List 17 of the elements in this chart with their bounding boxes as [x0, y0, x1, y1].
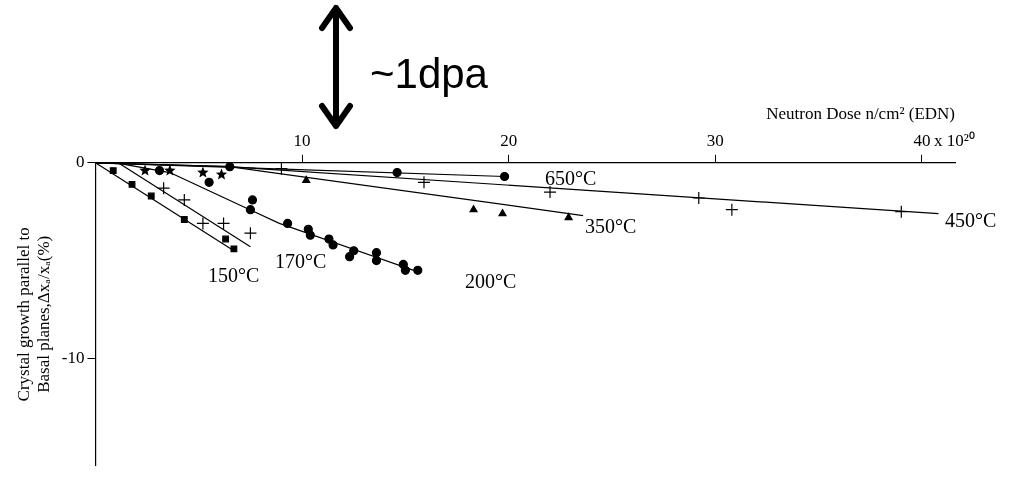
text: Crystal growth parallel to [13, 227, 33, 402]
annotation: 170°C [275, 250, 327, 273]
y-tick-label: -10 [61, 347, 85, 367]
annotation: 650°C [545, 167, 597, 190]
x-tick-label: 10 [293, 131, 311, 151]
text: ~1dpa [370, 50, 488, 98]
x-tick-label: 20 [500, 131, 518, 151]
annotation: 450°C [945, 209, 997, 232]
x-axis-title: Neutron Dose n/cm² (EDN) [766, 103, 955, 123]
y-tick-label: 0 [75, 152, 85, 172]
text: Basal planes,Δxₐ/xₐ(%) [34, 235, 54, 393]
x-tick-label: 30 [706, 131, 724, 151]
annotation: 150°C [208, 264, 260, 287]
annotation: 200°C [465, 270, 517, 293]
text: x 10²⁰ [933, 131, 975, 151]
annotation: 350°C [585, 215, 637, 238]
x-tick-label: 40 [913, 131, 931, 151]
